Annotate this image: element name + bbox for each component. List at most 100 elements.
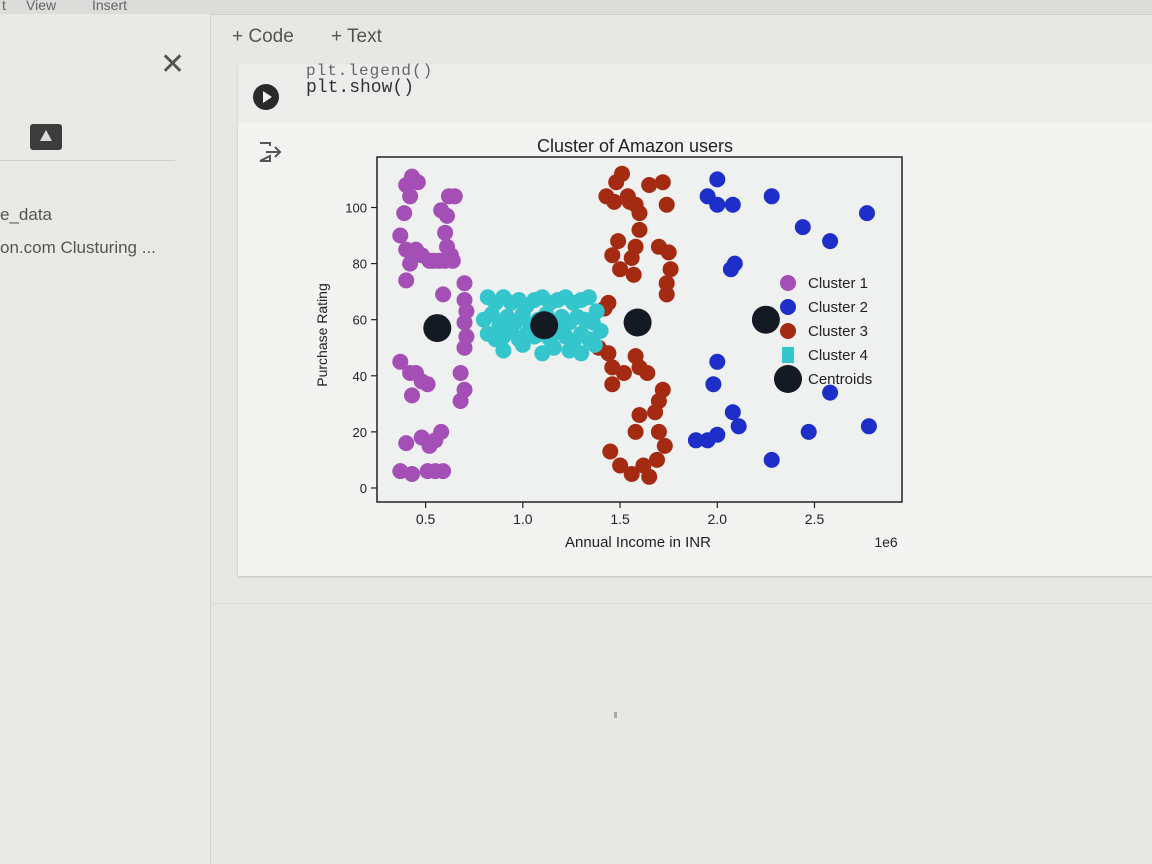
y-tick-label: 100: [345, 200, 367, 215]
x-offset-label: 1e6: [874, 534, 898, 550]
data-point-cluster-2: [709, 353, 726, 370]
sidebar-divider: [0, 160, 175, 161]
data-point-cluster-1: [446, 188, 463, 205]
sidebar-item-data[interactable]: e_data: [0, 205, 52, 224]
cluster-chart: Cluster of Amazon users 0.5 1.0 1.5 2.0 2.5 0…: [310, 125, 910, 565]
legend-label-cluster-4: Cluster 4: [808, 347, 868, 364]
menu-item-view[interactable]: View: [26, 0, 57, 13]
data-point-cluster-3: [647, 404, 664, 421]
data-point-cluster-3: [654, 174, 671, 191]
data-point-cluster-4: [483, 306, 500, 323]
data-point-cluster-3: [623, 250, 640, 266]
series-cluster-3: [590, 165, 679, 485]
data-point-cluster-1: [435, 286, 452, 303]
centroid-point: [530, 311, 559, 340]
data-point-cluster-4: [580, 289, 597, 306]
data-point-cluster-3: [602, 443, 619, 460]
legend-label-cluster-1: Cluster 1: [808, 275, 868, 292]
legend-label-cluster-3: Cluster 3: [808, 323, 868, 340]
data-point-cluster-2: [709, 171, 726, 188]
data-point-cluster-1: [456, 275, 473, 292]
code-line-partial: plt.legend(): [306, 62, 434, 80]
data-point-cluster-1: [419, 376, 436, 393]
screen-mark: [614, 712, 617, 718]
y-tick-label: 60: [353, 313, 367, 328]
legend-marker-centroids: [774, 365, 802, 393]
data-point-cluster-1: [402, 255, 419, 272]
output-arrow-icon[interactable]: [256, 140, 284, 164]
y-axis-label: Purchase Rating: [314, 283, 330, 387]
data-point-cluster-2: [859, 205, 875, 222]
data-point-cluster-3: [631, 221, 648, 238]
x-tick-label: 0.5: [416, 511, 436, 527]
data-point-cluster-1: [437, 224, 454, 241]
data-point-cluster-4: [495, 342, 512, 359]
add-code-button[interactable]: + Code: [232, 26, 294, 47]
data-point-cluster-3: [604, 376, 621, 393]
drive-icon[interactable]: [30, 124, 62, 150]
play-icon[interactable]: [253, 84, 279, 110]
data-point-cluster-4: [514, 306, 531, 323]
data-point-cluster-3: [627, 423, 644, 440]
x-axis-label: Annual Income in INR: [565, 534, 711, 551]
legend: Cluster 1 Cluster 2 Cluster 3 Cluster 4 Cent…: [774, 275, 872, 393]
data-point-cluster-3: [641, 468, 658, 485]
data-point-cluster-3: [656, 437, 673, 454]
data-point-cluster-1: [456, 339, 473, 356]
data-point-cluster-1: [433, 423, 450, 440]
data-point-cluster-1: [433, 202, 450, 219]
legend-label-cluster-2: Cluster 2: [808, 299, 868, 316]
data-point-cluster-3: [658, 286, 675, 303]
menu-item-insert[interactable]: Insert: [92, 0, 128, 13]
data-point-cluster-3: [639, 365, 656, 381]
add-text-button[interactable]: + Text: [331, 26, 382, 47]
chart-title: Cluster of Amazon users: [537, 136, 733, 156]
close-icon[interactable]: ✕: [160, 48, 186, 81]
data-point-cluster-1: [392, 353, 409, 370]
data-point-cluster-3: [658, 196, 675, 213]
data-point-cluster-2: [763, 188, 780, 205]
data-point-cluster-2: [724, 196, 741, 213]
series-centroids: [423, 305, 780, 343]
series-cluster-2: [687, 171, 877, 468]
data-point-cluster-1: [442, 247, 459, 264]
data-point-cluster-3: [658, 275, 675, 292]
data-point-cluster-2: [709, 196, 726, 213]
data-point-cluster-3: [654, 381, 671, 398]
legend-marker-cluster-4: [782, 347, 794, 363]
data-point-cluster-3: [615, 365, 632, 381]
centroid-point: [623, 308, 652, 337]
x-tick-label: 2.5: [805, 511, 825, 527]
data-point-cluster-4: [586, 336, 603, 353]
y-tick-label: 80: [353, 257, 367, 272]
data-point-cluster-4: [545, 339, 562, 356]
legend-marker-cluster-3: [780, 323, 796, 339]
x-tick-label: 1.5: [610, 511, 630, 527]
sidebar: ✕ e_data on.com Clusturing ...: [0, 14, 211, 864]
data-point-cluster-2: [822, 384, 839, 401]
legend-marker-cluster-2: [780, 299, 796, 315]
data-point-cluster-1: [452, 365, 469, 381]
chart-svg: Cluster of Amazon users 0.5 1.0 1.5 2.0 2.5 0…: [310, 125, 910, 565]
code-line: plt.show(): [306, 78, 415, 98]
data-point-cluster-2: [763, 451, 780, 468]
sidebar-item-notebook[interactable]: on.com Clusturing ...: [0, 238, 156, 257]
data-point-cluster-1: [398, 435, 415, 452]
data-point-cluster-3: [650, 423, 667, 440]
data-point-cluster-1: [404, 466, 420, 482]
legend-marker-cluster-1: [780, 275, 796, 291]
data-point-cluster-4: [592, 322, 609, 339]
data-point-cluster-3: [631, 205, 648, 222]
divider: [210, 603, 1152, 604]
data-point-cluster-3: [623, 466, 640, 482]
menu-item[interactable]: t: [2, 0, 6, 13]
data-point-cluster-1: [409, 174, 426, 191]
data-point-cluster-3: [604, 247, 621, 264]
data-point-cluster-3: [662, 261, 679, 278]
data-point-cluster-3: [660, 244, 677, 261]
data-point-cluster-3: [649, 451, 665, 468]
data-point-cluster-2: [724, 404, 741, 421]
data-point-cluster-2: [860, 418, 877, 435]
x-tick-label: 2.0: [708, 511, 728, 527]
code-editor[interactable]: plt.legend() plt.show(): [238, 62, 1152, 122]
